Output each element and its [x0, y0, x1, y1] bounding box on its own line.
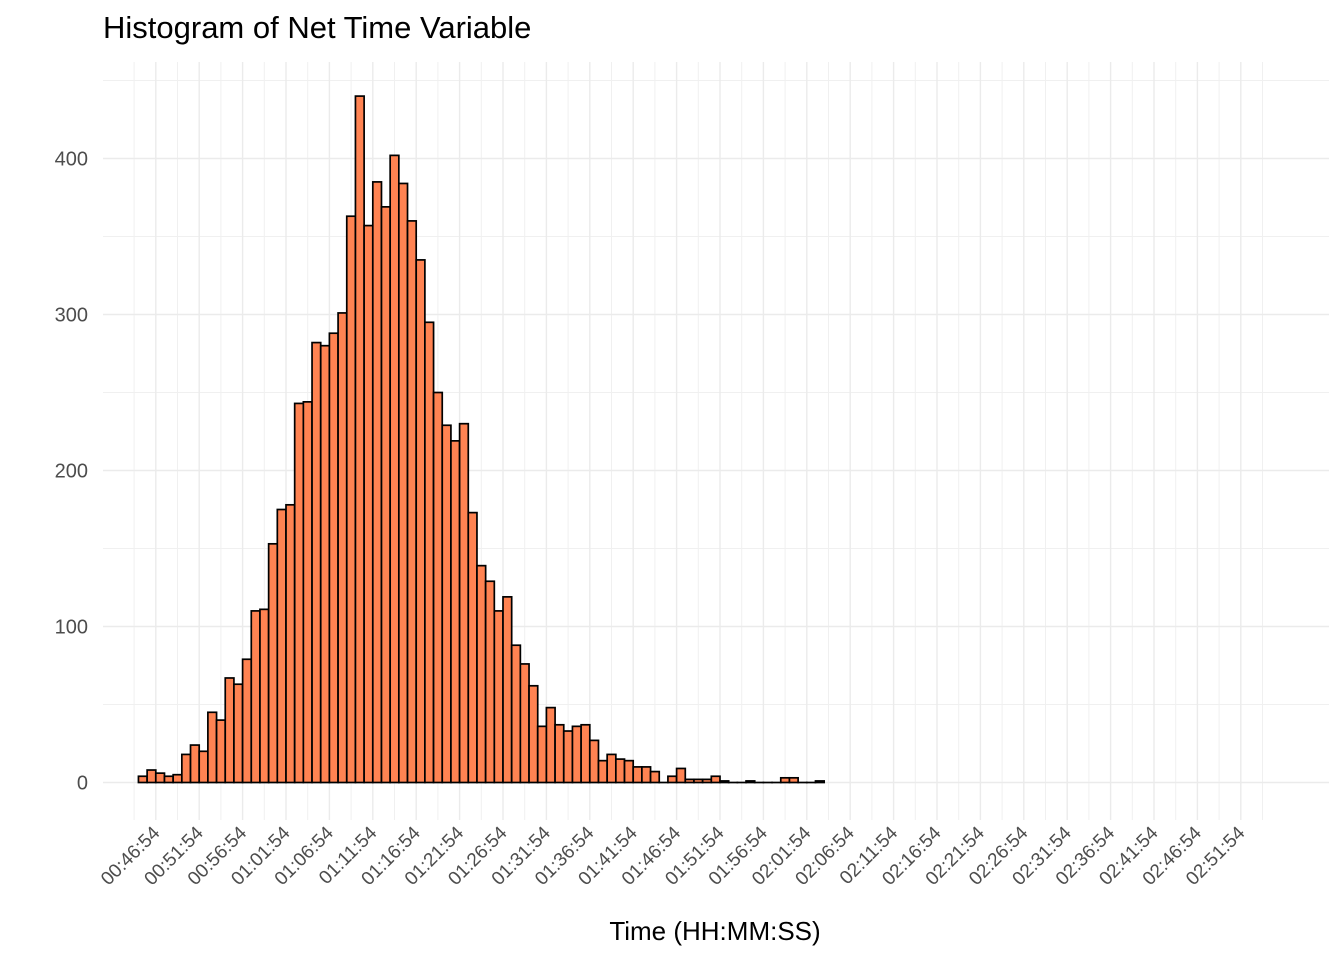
histogram-bar — [328, 332, 339, 784]
histogram-bar — [814, 780, 826, 784]
histogram-bar — [319, 344, 331, 784]
histogram-bar — [580, 723, 591, 784]
histogram-bar — [146, 769, 157, 784]
histogram-bar — [441, 424, 452, 784]
histogram-bar — [259, 608, 270, 784]
histogram-bar — [450, 440, 461, 784]
histogram-bar — [363, 224, 374, 784]
y-tick-label: 300 — [55, 305, 88, 327]
histogram-bar — [710, 775, 721, 784]
x-axis-title: Time (HH:MM:SS) — [609, 916, 820, 946]
y-tick-labels: 0 100 200 300 400 — [55, 149, 88, 795]
y-tick-label: 200 — [55, 461, 88, 483]
histogram-bar — [623, 759, 635, 784]
histogram-bar — [588, 739, 600, 784]
histogram-bar — [180, 753, 192, 784]
histogram-bar — [276, 508, 287, 784]
histogram-bar — [371, 181, 383, 784]
histogram-bar — [493, 610, 504, 784]
histogram-bar — [779, 776, 791, 784]
histogram-bar — [172, 773, 183, 784]
histogram-bar — [693, 778, 704, 784]
histogram-bar — [502, 596, 513, 784]
histogram-bar — [406, 220, 418, 784]
y-tick-label: 0 — [77, 773, 88, 795]
histogram-bar — [233, 683, 244, 784]
histogram-bar — [536, 725, 548, 784]
histogram-bar — [719, 780, 730, 784]
histogram-bar — [519, 663, 530, 784]
histogram-bar — [476, 564, 487, 784]
histogram-bar — [675, 767, 687, 784]
histogram-bar — [424, 321, 435, 784]
histogram-bar — [137, 775, 148, 784]
histogram-bar — [189, 744, 201, 784]
histogram-bar — [250, 610, 261, 784]
histogram-bar — [641, 766, 652, 784]
histogram-bar — [337, 312, 348, 784]
histogram-bar — [788, 776, 799, 784]
histogram-bar — [458, 422, 470, 784]
histogram-bar — [701, 778, 713, 784]
histogram-bar — [267, 542, 279, 784]
x-tick-labels: 00:46:5400:51:5400:56:5401:01:5401:06:54… — [97, 822, 1249, 889]
histogram-bar — [154, 772, 166, 784]
histogram-bar — [554, 723, 565, 784]
histogram-bar — [380, 206, 392, 784]
histogram-bar — [224, 677, 235, 784]
histogram-bar — [345, 215, 357, 784]
histogram-bar — [302, 401, 313, 784]
histogram-bar — [649, 770, 661, 784]
histogram-bar — [397, 182, 409, 784]
histogram-bar — [667, 775, 678, 784]
histogram-bar — [415, 259, 426, 784]
histogram-bar — [285, 503, 296, 784]
chart-title: Histogram of Net Time Variable — [103, 10, 532, 45]
histogram-bar — [606, 753, 617, 784]
histogram-bar — [241, 658, 253, 784]
histogram-bar — [510, 644, 522, 784]
histogram-bar — [432, 391, 444, 784]
histogram-bar — [311, 341, 322, 784]
histogram-bar — [562, 730, 574, 784]
histogram-bar — [389, 154, 400, 784]
histogram-bar — [597, 759, 609, 784]
histogram-bars — [137, 95, 826, 784]
y-tick-label: 100 — [55, 617, 88, 639]
histogram-bar — [528, 684, 539, 784]
histogram-bar — [484, 580, 496, 784]
histogram-bar — [198, 750, 209, 784]
histogram-bar — [632, 766, 643, 784]
histogram-bar — [293, 402, 305, 784]
histogram-bar — [745, 780, 756, 784]
histogram-bar — [467, 511, 478, 784]
histogram-bar — [163, 775, 175, 784]
histogram-bar — [207, 711, 218, 784]
histogram-bar — [545, 706, 556, 784]
histogram-bar — [571, 725, 582, 784]
y-tick-label: 400 — [55, 149, 88, 171]
histogram-bar — [614, 758, 626, 784]
histogram-bar — [354, 95, 365, 784]
histogram-bar — [684, 778, 695, 784]
histogram-bar — [215, 719, 227, 784]
